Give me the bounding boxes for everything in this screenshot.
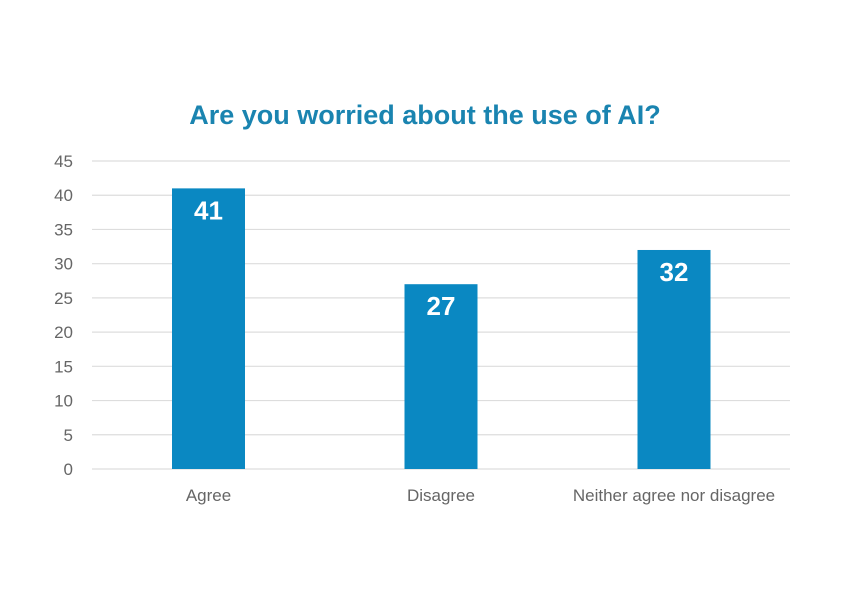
- chart-title: Are you worried about the use of AI?: [189, 100, 661, 130]
- y-tick-label: 0: [64, 460, 73, 479]
- bar: [404, 284, 478, 469]
- y-tick-label: 10: [54, 392, 73, 411]
- bar: [637, 249, 711, 469]
- x-tick-label: Agree: [186, 486, 231, 505]
- y-tick-label: 20: [54, 323, 73, 342]
- y-tick-label: 45: [54, 152, 73, 171]
- data-label: 27: [427, 291, 456, 321]
- y-tick-label: 5: [64, 426, 73, 445]
- data-label: 32: [660, 257, 689, 287]
- x-tick-label: Neither agree nor disagree: [573, 486, 775, 505]
- data-label: 41: [194, 195, 223, 225]
- bar: [172, 188, 245, 469]
- y-tick-label: 25: [54, 289, 73, 308]
- y-tick-label: 35: [54, 220, 73, 239]
- y-tick-label: 15: [54, 357, 73, 376]
- y-tick-label: 40: [54, 186, 73, 205]
- y-tick-label: 30: [54, 255, 73, 274]
- x-tick-label: Disagree: [407, 486, 475, 505]
